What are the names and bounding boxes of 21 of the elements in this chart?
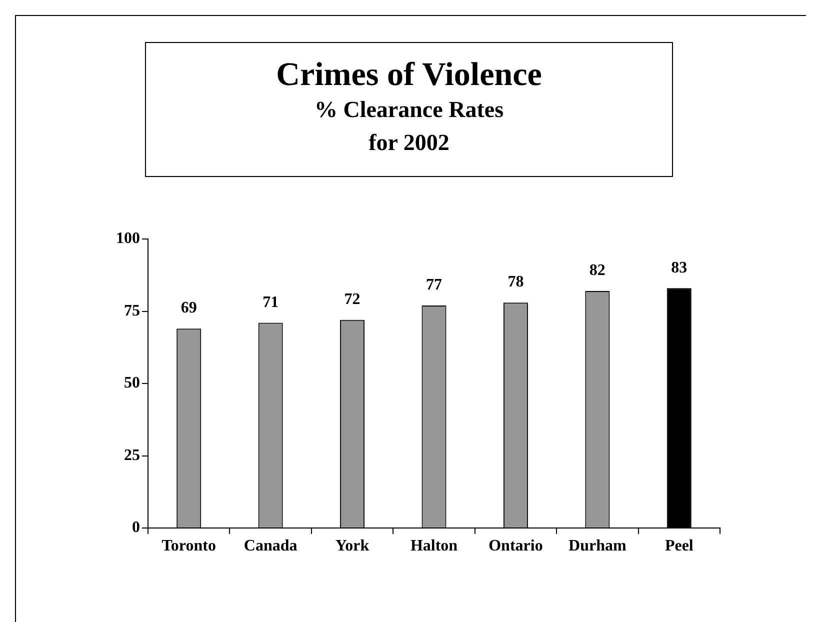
y-tick-label: 50	[124, 374, 140, 392]
x-tick-label: York	[335, 538, 370, 555]
data-label: 78	[508, 274, 524, 291]
y-tick-label: 0	[132, 519, 140, 536]
data-label: 71	[262, 294, 279, 311]
data-label: 72	[344, 291, 360, 308]
x-tick-label: Canada	[244, 538, 298, 555]
x-tick-label: Toronto	[162, 538, 216, 555]
x-tick-label: Peel	[664, 538, 694, 555]
x-tick-label: Ontario	[488, 538, 543, 555]
chart-title: Crimes of Violence	[275, 57, 543, 93]
data-label: 69	[180, 300, 197, 317]
y-tick-label: 100	[116, 230, 140, 248]
y-tick-label: 25	[124, 446, 140, 464]
data-label: 77	[426, 276, 442, 294]
x-tick-label: Halton	[410, 538, 458, 555]
data-label: 82	[589, 262, 606, 280]
x-tick-label: Durham	[568, 538, 627, 555]
chart-subtitle: % Clearance Rates for 2002	[313, 96, 505, 157]
y-tick-label: 75	[124, 302, 140, 320]
data-label: 83	[671, 259, 688, 276]
